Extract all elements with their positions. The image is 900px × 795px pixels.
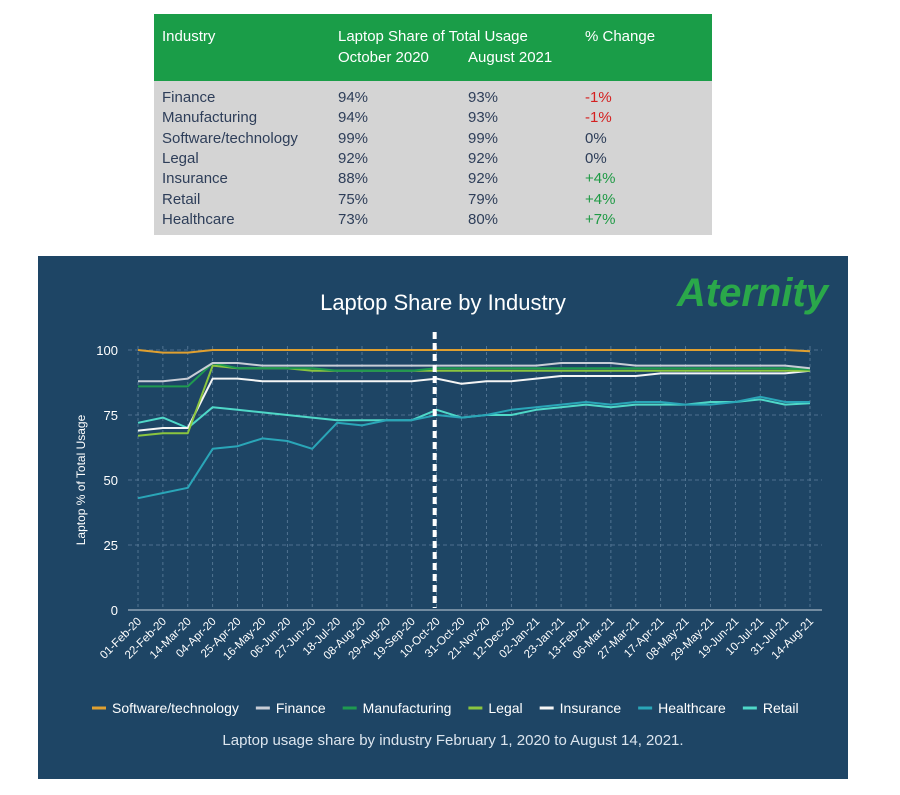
series-line-finance <box>138 362 811 383</box>
y-tick-label: 0 <box>111 603 118 618</box>
legend-label: Retail <box>763 700 799 716</box>
header-share-title: Laptop Share of Total Usage <box>338 28 528 45</box>
october-2020-cell: 94% <box>338 109 369 127</box>
october-2020-cell: 75% <box>338 190 369 208</box>
chart-title: Laptop Share by Industry <box>320 290 566 315</box>
table-row: Legal 92% 92% 0% <box>154 149 712 169</box>
table-row: Manufacturing 94% 93% -1% <box>154 108 712 128</box>
header-october-2020: October 2020 <box>338 49 429 66</box>
industry-share-table: Industry Laptop Share of Total Usage Oct… <box>154 14 712 235</box>
october-2020-cell: 73% <box>338 210 369 228</box>
chart-caption: Laptop usage share by industry February … <box>222 732 683 749</box>
october-2020-cell: 94% <box>338 89 369 106</box>
change-cell: 0% <box>585 129 607 147</box>
august-2021-cell: 79% <box>468 190 499 208</box>
legend-label: Manufacturing <box>363 700 452 716</box>
header-percent-change: % Change <box>585 28 656 45</box>
industry-cell: Healthcare <box>162 210 235 228</box>
table-row: Healthcare 73% 80% +7% <box>154 210 712 230</box>
industry-cell: Retail <box>162 190 201 208</box>
change-cell: +7% <box>585 210 616 228</box>
series-line-legal <box>137 364 810 437</box>
august-2021-cell: 93% <box>468 109 499 127</box>
legend-label: Finance <box>276 700 326 716</box>
table-row: Retail 75% 79% +4% <box>154 190 712 210</box>
august-2021-cell: 92% <box>468 149 499 167</box>
october-2020-cell: 92% <box>338 149 369 167</box>
table-row: Software/technology 99% 99% 0% <box>154 129 712 149</box>
change-cell: 0% <box>585 149 607 167</box>
change-cell: -1% <box>585 89 612 106</box>
y-tick-label: 75 <box>104 408 118 423</box>
industry-cell: Finance <box>162 89 216 106</box>
series-line-manufacturing <box>138 362 811 388</box>
y-tick-label: 25 <box>104 538 118 553</box>
change-cell: +4% <box>585 190 616 208</box>
line-chart: Aternity Laptop Share by Industry 0 25 50 75 1… <box>74 271 830 749</box>
table-row: Finance 94% 93% -1% <box>154 88 712 108</box>
august-2021-cell: 92% <box>468 170 499 188</box>
august-2021-cell: 99% <box>468 129 499 147</box>
industry-cell: Insurance <box>162 170 228 188</box>
header-august-2021: August 2021 <box>468 49 553 66</box>
y-tick-label: 100 <box>96 343 118 358</box>
y-tick-label: 50 <box>104 473 118 488</box>
table-header: Industry Laptop Share of Total Usage Oct… <box>154 14 712 81</box>
industry-cell: Software/technology <box>162 129 298 147</box>
legend-label: Legal <box>488 700 522 716</box>
october-2020-cell: 88% <box>338 170 369 188</box>
legend-label: Software/technology <box>112 700 239 716</box>
series-line-healthcare <box>137 395 810 500</box>
change-cell: -1% <box>585 109 612 127</box>
series-line-software-technology <box>137 349 811 354</box>
change-cell: +4% <box>585 170 616 188</box>
table-row: Insurance 88% 92% +4% <box>154 169 712 189</box>
aternity-logo: Aternity <box>676 271 830 315</box>
series-line-insurance <box>137 369 811 432</box>
header-industry: Industry <box>162 28 216 45</box>
y-axis-label: Laptop % of Total Usage <box>74 414 88 545</box>
legend-label: Insurance <box>560 700 622 716</box>
october-2020-cell: 99% <box>338 129 369 147</box>
industry-cell: Legal <box>162 149 199 167</box>
august-2021-cell: 80% <box>468 210 499 228</box>
legend-label: Healthcare <box>658 700 726 716</box>
industry-cell: Manufacturing <box>162 109 258 127</box>
august-2021-cell: 93% <box>468 89 499 106</box>
chart-panel: Aternity Laptop Share by Industry 0 25 50 75 1… <box>38 256 848 779</box>
